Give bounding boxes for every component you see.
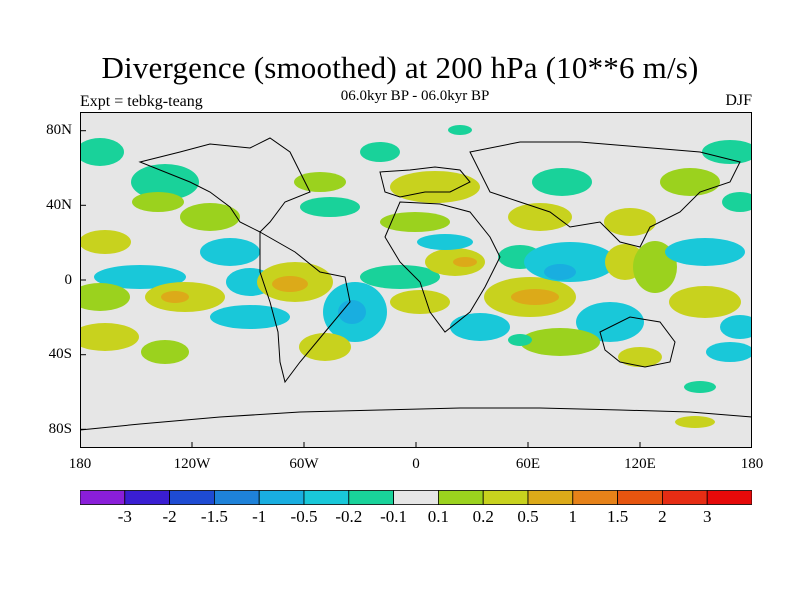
field-blob xyxy=(200,238,260,266)
field-blob xyxy=(665,238,745,266)
antarctica-coast xyxy=(80,407,752,431)
field-blob xyxy=(360,142,400,162)
colorbar-box xyxy=(169,490,215,505)
field-blob xyxy=(80,138,124,166)
colorbar-tick-label: 0.1 xyxy=(427,507,450,526)
field-blob xyxy=(180,203,240,231)
field-blob xyxy=(448,125,472,135)
field-blob xyxy=(80,323,139,351)
field-blob xyxy=(131,164,199,200)
field-blob xyxy=(508,203,572,231)
field-blob xyxy=(450,313,510,341)
colorbar-box xyxy=(393,490,439,505)
lat-label: 80S xyxy=(48,421,72,437)
colorbar-box xyxy=(348,490,394,505)
field-blob xyxy=(360,265,440,289)
field-blob xyxy=(544,264,576,280)
south-america-coast xyxy=(259,231,351,384)
coastlines xyxy=(80,137,752,431)
field-blob xyxy=(80,283,130,311)
field-blob xyxy=(453,257,477,267)
lon-label: 120W xyxy=(173,456,211,472)
lon-label: 60E xyxy=(515,456,541,472)
colorbar-tick-label: 0.5 xyxy=(517,507,539,526)
field-blob xyxy=(390,290,450,314)
field-blob xyxy=(722,192,752,212)
lat-label: 40N xyxy=(46,197,72,213)
field-blob xyxy=(299,333,351,361)
field-blob xyxy=(684,381,716,393)
colorbar-box xyxy=(662,490,708,505)
lat-label: 0 xyxy=(64,272,73,288)
colorbar-box xyxy=(213,490,260,505)
field-blob xyxy=(94,265,186,289)
lon-label: 60W xyxy=(289,456,319,472)
north-america-coast xyxy=(138,137,311,233)
field-blob xyxy=(669,286,741,318)
lon-label: 120E xyxy=(624,456,656,472)
field-blob xyxy=(675,416,715,428)
field-blob xyxy=(720,315,752,339)
field-blob xyxy=(338,300,366,324)
field-blob xyxy=(272,276,308,292)
field-blob xyxy=(210,305,290,329)
colorbar-box xyxy=(124,490,170,505)
colorbar-tick-label: 1 xyxy=(568,507,578,526)
colorbar-tick-label: -0.5 xyxy=(290,507,318,526)
field-blob xyxy=(80,230,131,254)
field-blob xyxy=(702,140,752,164)
colorbar-tick-label: 3 xyxy=(702,507,712,526)
colorbar-tick-label: 2 xyxy=(658,507,667,526)
plot-title: Divergence (smoothed) at 200 hPa (10**6 … xyxy=(101,50,699,85)
lat-label: 80N xyxy=(46,122,72,138)
field-blob xyxy=(141,340,189,364)
field-blob xyxy=(618,347,662,367)
colorbar-box xyxy=(617,490,663,505)
colorbar-box xyxy=(572,490,618,505)
colorbar-box xyxy=(437,490,484,505)
divergence-map xyxy=(80,112,752,448)
colorbar-box xyxy=(527,490,574,505)
field-blob xyxy=(604,208,656,236)
field-blob xyxy=(660,168,720,196)
colorbar-box xyxy=(482,490,529,505)
colorbar-tick-label: -0.2 xyxy=(335,507,363,526)
lon-label: 0 xyxy=(412,456,420,472)
field-blob xyxy=(161,291,189,303)
colorbar-tick-label: 0.2 xyxy=(472,507,494,526)
colorbar-box xyxy=(258,490,305,505)
colorbar-tick-label: -3 xyxy=(117,507,132,526)
colorbar-tick-label: -1 xyxy=(252,507,267,526)
field-blob xyxy=(380,212,450,232)
field-blob xyxy=(390,171,480,203)
axis-ticks xyxy=(80,130,641,448)
lon-label: 180 xyxy=(68,456,92,472)
lon-label: 180 xyxy=(740,456,764,472)
colorbar xyxy=(80,490,752,505)
lat-label: 40S xyxy=(48,346,72,362)
africa-coast xyxy=(384,201,501,333)
field-blob xyxy=(508,334,532,346)
colorbar-tick-label: -1.5 xyxy=(200,507,228,526)
field-blob xyxy=(706,342,752,362)
asia-coast xyxy=(469,141,741,248)
field-blob xyxy=(300,197,360,217)
field-blob xyxy=(132,192,184,212)
australia-coast xyxy=(599,316,676,368)
plot-subtitle: 06.0kyr BP - 06.0kyr BP xyxy=(340,88,490,104)
colorbar-tick-label: -0.1 xyxy=(380,507,408,526)
season-label: DJF xyxy=(725,92,752,109)
field-blob xyxy=(576,302,644,342)
colorbar-tick-label: -2 xyxy=(162,507,177,526)
colorbar-box xyxy=(80,490,126,505)
experiment-label: Expt = tebkg-teang xyxy=(80,93,203,110)
colorbar-box xyxy=(706,490,752,505)
colorbar-box xyxy=(303,490,350,505)
europe-coast xyxy=(379,166,471,198)
colorbar-tick-label: 1.5 xyxy=(606,507,629,526)
field-blob xyxy=(532,168,592,196)
field-blob xyxy=(520,328,600,356)
field-blob xyxy=(511,289,559,305)
field-blob xyxy=(417,234,473,250)
